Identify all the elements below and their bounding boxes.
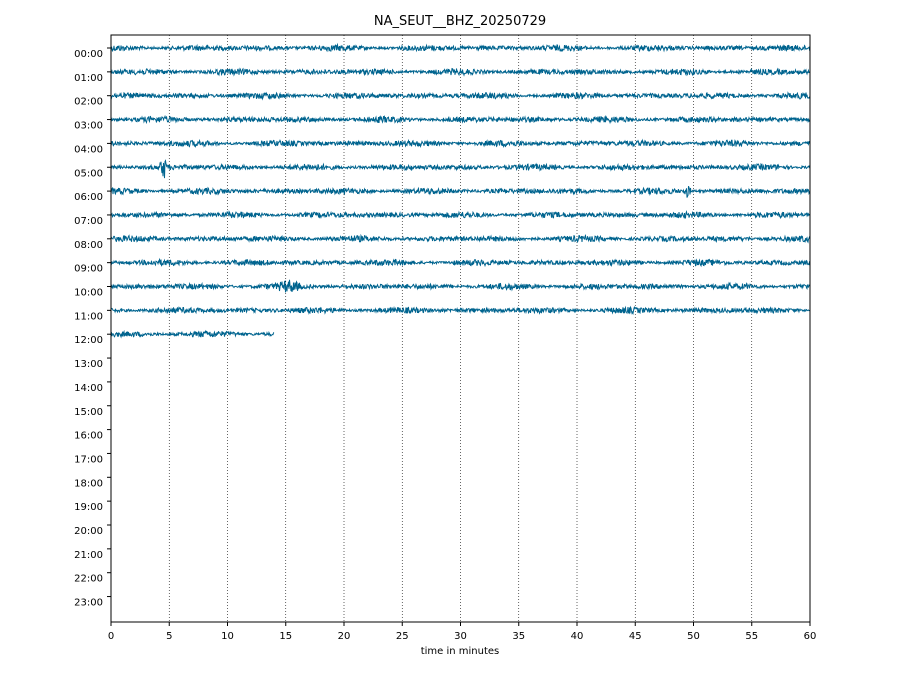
- trace-0500: [110, 159, 811, 179]
- x-tick-label: 30: [454, 631, 467, 642]
- x-tick-label: 50: [687, 631, 700, 642]
- trace-0200: [110, 91, 811, 101]
- y-tick-label: 03:00: [74, 121, 103, 132]
- y-tick-label: 10:00: [74, 288, 103, 299]
- y-tick-label: 14:00: [74, 383, 103, 394]
- x-tick-label: 25: [396, 631, 409, 642]
- trace-1100: [110, 305, 811, 316]
- y-tick-label: 22:00: [74, 574, 103, 585]
- y-tick-label: 16:00: [74, 431, 103, 442]
- y-tick-label: 18:00: [74, 478, 103, 489]
- y-tick-label: 08:00: [74, 240, 103, 251]
- y-tick-label: 13:00: [74, 359, 103, 370]
- y-tick-label: 02:00: [74, 97, 103, 108]
- trace-0000: [110, 42, 811, 53]
- x-tick-label: 55: [745, 631, 758, 642]
- x-tick-label: 5: [166, 631, 172, 642]
- y-tick-label: 06:00: [74, 192, 103, 203]
- y-axis-ticks: 00:00 01:00 02:00 03:00 04:00 05:00 06:00 07:00…: [74, 47, 111, 609]
- x-axis-ticks: 0 5 10 15 20 25 30 35 40 45 50 55 60: [108, 622, 817, 642]
- y-tick-label: 07:00: [74, 216, 103, 227]
- y-tick-label: 21:00: [74, 550, 103, 561]
- y-tick-label: 17:00: [74, 454, 103, 465]
- x-tick-label: 0: [108, 631, 114, 642]
- y-tick-label: 12:00: [74, 335, 103, 346]
- trace-1000: [110, 279, 811, 293]
- x-tick-label: 60: [804, 631, 817, 642]
- trace-0100: [110, 67, 811, 77]
- y-tick-label: 23:00: [74, 598, 103, 609]
- trace-0600: [110, 186, 811, 198]
- y-tick-label: 20:00: [74, 526, 103, 537]
- x-axis-label: time in minutes: [421, 646, 500, 657]
- trace-0800: [110, 233, 811, 244]
- seismic-traces: [110, 42, 811, 339]
- x-tick-label: 45: [629, 631, 642, 642]
- x-tick-label: 20: [338, 631, 351, 642]
- trace-0900: [110, 257, 811, 268]
- chart-title: NA_SEUT__BHZ_20250729: [374, 14, 546, 29]
- trace-1200: [110, 329, 275, 339]
- trace-0400: [110, 138, 811, 149]
- y-tick-label: 15:00: [74, 407, 103, 418]
- y-tick-label: 19:00: [74, 502, 103, 513]
- y-tick-label: 09:00: [74, 264, 103, 275]
- x-tick-label: 15: [279, 631, 292, 642]
- y-tick-label: 04:00: [74, 144, 103, 155]
- grid-lines: [168, 35, 753, 622]
- y-tick-label: 05:00: [74, 168, 103, 179]
- y-tick-label: 00:00: [74, 49, 103, 60]
- x-tick-label: 40: [571, 631, 584, 642]
- y-tick-label: 11:00: [74, 311, 103, 322]
- x-tick-label: 35: [512, 631, 525, 642]
- x-tick-label: 10: [221, 631, 234, 642]
- trace-0300: [110, 114, 811, 125]
- trace-0700: [110, 209, 811, 220]
- y-tick-label: 01:00: [74, 73, 103, 84]
